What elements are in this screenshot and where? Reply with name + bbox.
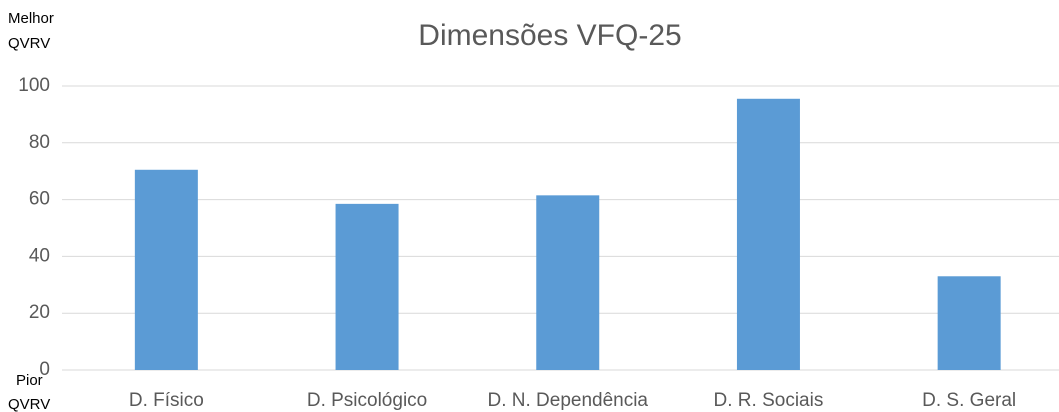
chart-title: Dimensões VFQ-25 [418, 19, 681, 52]
x-tick-label: D. R. Sociais [714, 390, 824, 411]
bar [736, 98, 800, 370]
y-tick-label: 100 [18, 75, 50, 96]
y-tick-label: 20 [29, 302, 50, 323]
bar [335, 203, 399, 370]
x-tick-label: D. Psicológico [307, 390, 427, 411]
x-tick-label: D. Físico [129, 390, 204, 411]
bottom-label: Pior [16, 372, 43, 389]
bar [134, 169, 198, 370]
y-tick-label: 60 [29, 189, 50, 210]
x-tick-label: D. N. Dependência [487, 390, 648, 411]
x-tick-label: D. S. Geral [922, 390, 1016, 411]
bar [937, 276, 1001, 370]
top-label: QVRV [8, 35, 50, 52]
y-tick-label: 0 [39, 359, 50, 380]
bar [536, 195, 600, 370]
y-tick-label: 40 [29, 245, 50, 266]
top-label: Melhor [8, 10, 54, 27]
bottom-label: QVRV [8, 396, 50, 412]
y-tick-label: 80 [29, 132, 50, 153]
